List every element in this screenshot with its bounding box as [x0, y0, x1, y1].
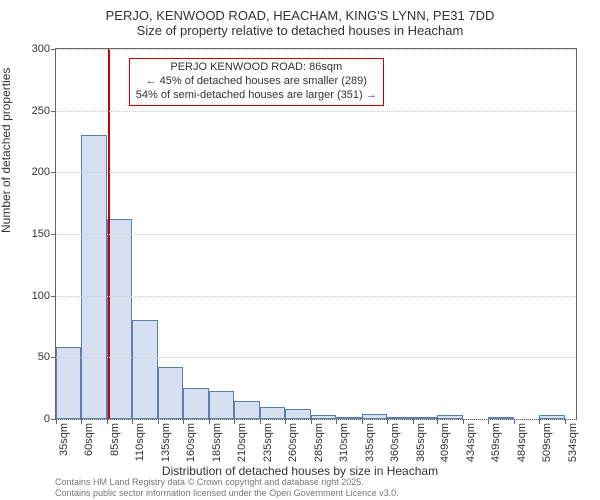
histogram-bar	[260, 407, 285, 419]
x-tick-mark	[514, 419, 515, 424]
x-tick-label: 459sqm	[490, 423, 502, 462]
y-tick-mark	[51, 357, 56, 358]
histogram-bar	[132, 320, 157, 419]
x-tick-mark	[413, 419, 414, 424]
gridline-h	[56, 296, 576, 297]
x-tick-mark	[107, 419, 108, 424]
x-tick-mark	[565, 419, 566, 424]
x-tick-mark	[260, 419, 261, 424]
x-tick-label: 285sqm	[313, 423, 325, 462]
x-axis-label: Distribution of detached houses by size …	[0, 464, 600, 478]
x-tick-label: 60sqm	[83, 423, 95, 456]
chart-title: PERJO, KENWOOD ROAD, HEACHAM, KING'S LYN…	[0, 8, 600, 38]
y-tick-label: 300	[32, 43, 50, 55]
histogram-bar	[209, 391, 234, 419]
gridline-h	[56, 419, 576, 420]
chart-container: PERJO, KENWOOD ROAD, HEACHAM, KING'S LYN…	[0, 0, 600, 500]
x-tick-label: 409sqm	[439, 423, 451, 462]
x-tick-mark	[158, 419, 159, 424]
plot-area: PERJO KENWOOD ROAD: 86sqm ← 45% of detac…	[55, 48, 577, 420]
x-tick-label: 235sqm	[262, 423, 274, 462]
annotation-line-1: PERJO KENWOOD ROAD: 86sqm	[136, 61, 377, 75]
title-line-2: Size of property relative to detached ho…	[0, 23, 600, 38]
x-tick-label: 335sqm	[364, 423, 376, 462]
annotation-box: PERJO KENWOOD ROAD: 86sqm ← 45% of detac…	[129, 58, 384, 105]
y-tick-label: 50	[38, 351, 50, 363]
y-tick-label: 200	[32, 166, 50, 178]
histogram-bar	[285, 409, 310, 419]
x-tick-label: 509sqm	[541, 423, 553, 462]
x-tick-mark	[56, 419, 57, 424]
gridline-h	[56, 234, 576, 235]
x-tick-label: 85sqm	[109, 423, 121, 456]
gridline-h	[56, 357, 576, 358]
footer-line-2: Contains public sector information licen…	[55, 488, 399, 498]
y-tick-label: 0	[44, 413, 50, 425]
x-tick-label: 210sqm	[236, 423, 248, 462]
x-tick-label: 360sqm	[389, 423, 401, 462]
x-tick-label: 110sqm	[134, 423, 146, 461]
x-tick-mark	[311, 419, 312, 424]
y-tick-label: 250	[32, 105, 50, 117]
gridline-h	[56, 172, 576, 173]
histogram-bar	[107, 219, 132, 419]
y-tick-label: 100	[32, 290, 50, 302]
y-tick-mark	[51, 172, 56, 173]
gridline-h	[56, 49, 576, 50]
y-tick-mark	[51, 296, 56, 297]
histogram-bar	[183, 388, 208, 419]
y-tick-mark	[51, 111, 56, 112]
x-tick-label: 160sqm	[185, 423, 197, 462]
x-tick-label: 260sqm	[287, 423, 299, 462]
x-tick-label: 534sqm	[567, 423, 579, 462]
x-tick-label: 434sqm	[465, 423, 477, 462]
y-tick-mark	[51, 234, 56, 235]
x-tick-label: 185sqm	[211, 423, 223, 462]
x-tick-mark	[463, 419, 464, 424]
annotation-line-3: 54% of semi-detached houses are larger (…	[136, 89, 377, 103]
x-tick-mark	[362, 419, 363, 424]
x-tick-label: 35sqm	[58, 423, 70, 456]
x-tick-mark	[209, 419, 210, 424]
histogram-bar	[234, 401, 259, 420]
histogram-bar	[81, 135, 106, 419]
annotation-line-2: ← 45% of detached houses are smaller (28…	[136, 75, 377, 89]
x-tick-label: 385sqm	[415, 423, 427, 462]
footer-line-1: Contains HM Land Registry data © Crown c…	[55, 477, 399, 487]
y-axis-label: Number of detached properties	[0, 68, 13, 233]
x-tick-label: 310sqm	[338, 423, 350, 462]
title-line-1: PERJO, KENWOOD ROAD, HEACHAM, KING'S LYN…	[0, 8, 600, 23]
y-tick-mark	[51, 49, 56, 50]
histogram-bar	[158, 367, 183, 419]
footer-note: Contains HM Land Registry data © Crown c…	[55, 477, 399, 498]
x-tick-label: 135sqm	[160, 423, 172, 462]
x-tick-label: 484sqm	[516, 423, 528, 462]
y-tick-label: 150	[32, 228, 50, 240]
gridline-h	[56, 111, 576, 112]
